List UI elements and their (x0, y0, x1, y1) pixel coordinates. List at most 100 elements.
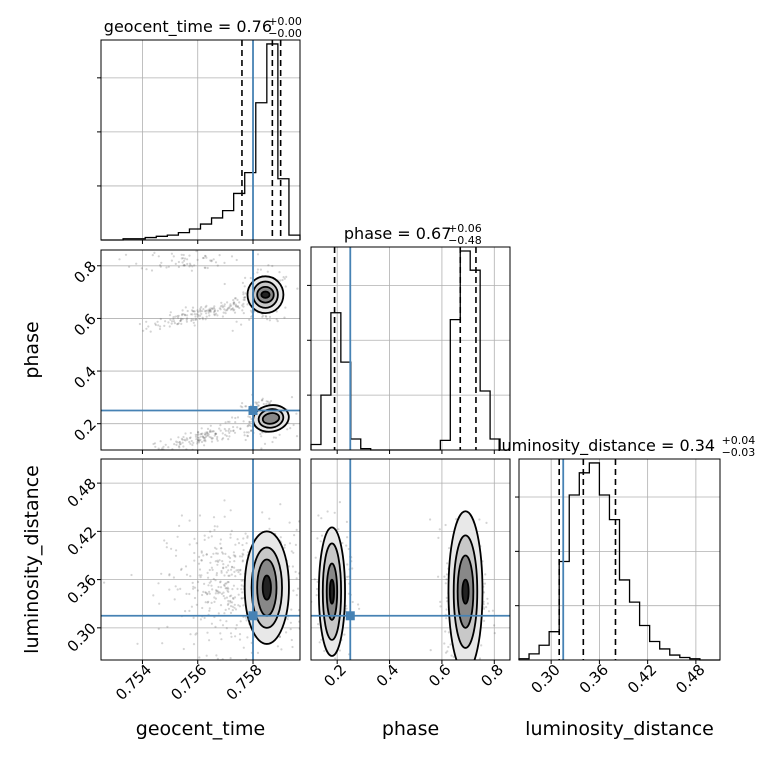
scatter-point (196, 589, 199, 592)
scatter-point (229, 533, 232, 536)
scatter-point (260, 399, 263, 402)
scatter-point (197, 433, 200, 436)
scatter-point (267, 264, 270, 267)
scatter-point (232, 309, 235, 312)
scatter-point (212, 306, 215, 310)
scatter-point (168, 314, 172, 317)
scatter-point (261, 397, 264, 400)
truth-marker (248, 611, 258, 621)
scatter-point (265, 315, 268, 318)
scatter-point (231, 566, 234, 569)
scatter-point (439, 600, 442, 604)
scatter-point (197, 580, 200, 584)
scatter-point (219, 424, 222, 427)
scatter-point (236, 305, 239, 308)
scatter-point (183, 259, 186, 262)
scatter-point (178, 443, 181, 446)
x-tick-label: 0.2 (320, 661, 350, 691)
scatter-point (168, 573, 171, 576)
scatter-point (177, 314, 180, 317)
scatter-point (178, 524, 181, 528)
scatter-point (243, 431, 246, 434)
scatter-point (293, 534, 296, 537)
scatter-point (163, 539, 166, 542)
scatter-point (168, 574, 171, 577)
scatter-point (226, 308, 229, 311)
scatter-point (210, 555, 213, 559)
scatter-point (188, 609, 191, 613)
scatter-point (234, 627, 237, 630)
scatter-point (239, 569, 242, 572)
x-tick-label: 0.758 (223, 661, 266, 704)
scatter-point (172, 576, 175, 579)
panel-geocent_time-vs-luminosity_distance (97, 458, 301, 664)
scatter-point (205, 315, 208, 318)
scatter-point (259, 268, 262, 271)
scatter-point (227, 581, 230, 584)
scatter-point (178, 441, 181, 444)
scatter-point (136, 642, 139, 645)
scatter-point (186, 262, 189, 266)
contours (243, 530, 290, 645)
panel-frame (518, 458, 721, 661)
scatter-point (216, 563, 219, 566)
scatter-point (230, 255, 234, 258)
scatter-point (232, 299, 235, 302)
scatter-point (175, 440, 178, 443)
scatter-point (267, 400, 270, 403)
scatter-point (345, 544, 348, 547)
scatter-point (207, 308, 211, 311)
scatter-point (164, 320, 167, 323)
scatter-point (219, 542, 222, 545)
scatter-point (234, 575, 237, 578)
scatter-point (245, 619, 248, 622)
scatter-point (296, 287, 299, 290)
y-axis-label-luminosity_distance: luminosity_distance (21, 465, 43, 654)
scatter-point (194, 435, 198, 438)
scatter-point (204, 435, 207, 439)
scatter-point (189, 436, 192, 439)
scatter-point (486, 597, 489, 600)
scatter-point (206, 432, 209, 435)
scatter-point (232, 597, 235, 601)
scatter-point (182, 313, 185, 316)
scatter-point (145, 268, 148, 271)
scatter-point (196, 433, 199, 436)
scatter-point (295, 435, 299, 438)
scatter-point (212, 516, 216, 519)
scatter-point (159, 264, 162, 267)
scatter-point (278, 271, 281, 274)
scatter-point (323, 649, 326, 653)
scatter-point (215, 552, 218, 555)
scatter-point (268, 527, 271, 530)
scatter-point (237, 593, 240, 596)
scatter-point (193, 313, 196, 316)
scatter-point (226, 301, 229, 304)
scatter-point (346, 575, 349, 579)
scatter-point (209, 580, 212, 583)
scatter-point (246, 536, 249, 539)
scatter-point (290, 550, 293, 553)
scatter-point (268, 319, 271, 322)
scatter-point (197, 431, 200, 434)
scatter-point (216, 314, 219, 317)
scatter-point (439, 605, 442, 608)
scatter-point (223, 308, 226, 311)
scatter-point (213, 600, 216, 604)
scatter-point (186, 317, 189, 320)
scatter-point (259, 432, 262, 436)
scatter-point (181, 318, 184, 321)
scatter-point (159, 325, 162, 328)
scatter-point (234, 304, 237, 307)
scatter-point (345, 607, 348, 610)
scatter-point (167, 265, 170, 268)
scatter-point (189, 431, 192, 435)
scatter-point (246, 434, 249, 437)
scatter-point (205, 256, 208, 259)
scatter-point (228, 595, 232, 598)
scatter-point (175, 443, 178, 446)
scatter-point (236, 298, 239, 301)
contour-line-1 (452, 534, 479, 649)
scatter-point (248, 318, 251, 321)
scatter-point (241, 406, 244, 409)
